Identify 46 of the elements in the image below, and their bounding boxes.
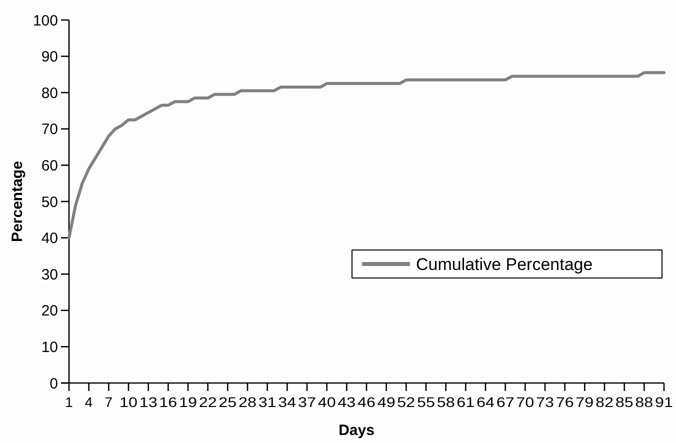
x-tick-label: 88: [635, 394, 654, 410]
x-tick-label: 49: [377, 394, 396, 410]
y-tick-label: 20: [41, 302, 58, 320]
x-tick-label: 85: [615, 394, 634, 410]
x-tick-label: 13: [139, 394, 158, 410]
x-tick-label: 52: [397, 394, 416, 410]
x-tick-label: 19: [179, 394, 198, 410]
x-tick-label: 91: [655, 394, 674, 410]
x-axis-title: Days: [338, 422, 374, 439]
y-tick-label: 60: [41, 157, 58, 174]
x-tick-label: 28: [238, 394, 257, 410]
x-tick-label: 55: [417, 394, 436, 410]
x-tick-label: 1: [65, 394, 74, 410]
x-tick-label: 22: [198, 394, 218, 410]
x-tick-label: 43: [338, 394, 356, 410]
x-tick-label: 31: [258, 394, 277, 410]
x-tick-label: 67: [496, 394, 515, 410]
x-tick-label: 16: [159, 394, 178, 410]
x-tick-label: 58: [436, 394, 456, 410]
x-tick-label: 34: [278, 394, 296, 410]
y-axis-title: Percentage: [9, 161, 26, 242]
y-tick-label: 10: [41, 338, 58, 356]
x-tick-label: 46: [358, 394, 376, 410]
x-tick-label: 70: [516, 394, 534, 410]
x-tick-label: 79: [576, 394, 594, 410]
y-tick-label: 50: [41, 194, 58, 211]
x-tick-label: 37: [298, 394, 316, 410]
x-tick-label: 73: [536, 394, 554, 410]
y-tick-label: 90: [41, 48, 58, 66]
y-tick-label: 40: [41, 230, 58, 248]
line-series: [68, 71, 666, 240]
x-tick-label: 10: [120, 394, 138, 410]
x-tick-label: 7: [104, 394, 113, 410]
x-tick-label: 61: [456, 394, 475, 410]
x-tick-label: 64: [476, 394, 495, 410]
y-tick-label: 0: [50, 375, 58, 392]
x-tick-label: 76: [556, 394, 574, 410]
y-tick-label: 30: [41, 266, 58, 284]
legend-label: Cumulative Percentage: [416, 254, 593, 274]
y-tick-label: 100: [32, 12, 58, 30]
x-tick-label: 40: [318, 394, 336, 410]
y-tick-label: 80: [41, 84, 58, 102]
y-tick-label: 70: [41, 121, 58, 138]
x-tick-label: 25: [218, 394, 237, 410]
x-tick-label: 4: [84, 394, 93, 410]
x-tick-label: 82: [596, 394, 614, 410]
